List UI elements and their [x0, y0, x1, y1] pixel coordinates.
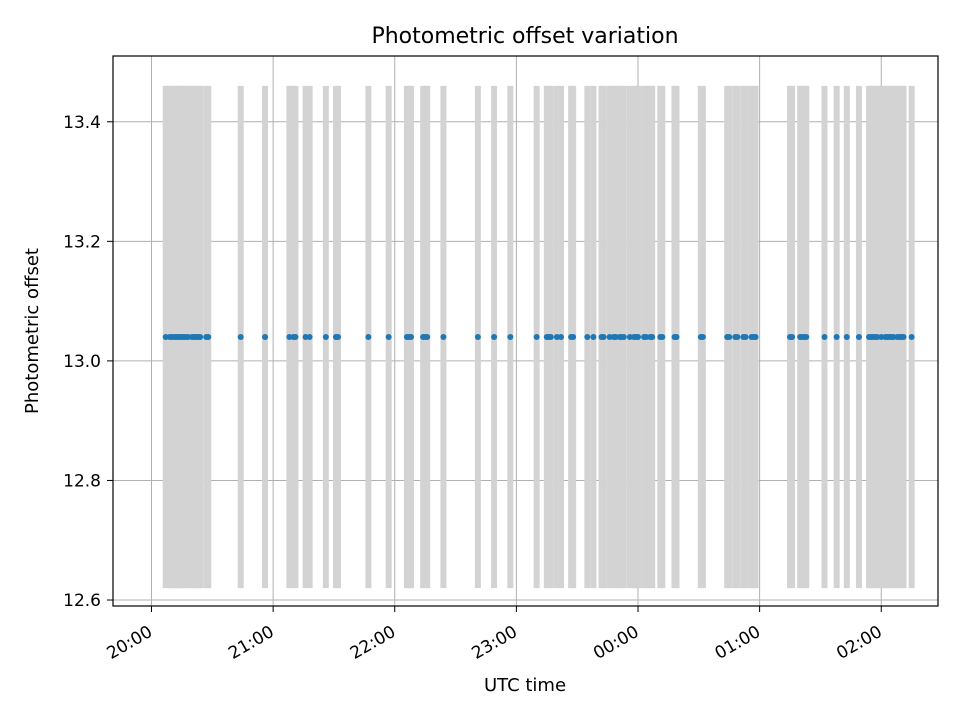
data-point	[407, 333, 414, 340]
chart-title: Photometric offset variation	[371, 24, 678, 49]
data-point	[557, 333, 564, 340]
y-tick-label: 12.6	[63, 591, 101, 611]
data-point	[584, 333, 591, 340]
data-point	[440, 333, 447, 340]
data-point	[507, 333, 514, 340]
data-point	[789, 333, 796, 340]
data-point	[803, 333, 810, 340]
data-point	[673, 333, 680, 340]
data-point	[843, 333, 850, 340]
data-point	[547, 333, 554, 340]
data-point	[197, 333, 204, 340]
data-point	[659, 333, 666, 340]
data-point	[205, 333, 212, 340]
data-point	[649, 333, 656, 340]
data-point	[306, 333, 313, 340]
plot-frame	[112, 55, 939, 607]
data-point	[262, 333, 269, 340]
data-point	[821, 333, 828, 340]
data-point	[322, 333, 329, 340]
data-point	[335, 333, 341, 340]
data-point	[474, 333, 481, 340]
data-point	[620, 333, 627, 340]
data-point	[424, 333, 431, 340]
y-axis-label: Photometric offset	[22, 248, 43, 414]
data-point	[833, 333, 840, 340]
y-tick-label: 12.8	[63, 471, 101, 491]
data-point	[699, 333, 706, 340]
data-point	[365, 333, 372, 340]
x-axis-label: UTC time	[484, 675, 566, 696]
data-points	[162, 333, 915, 340]
data-point	[385, 333, 392, 340]
data-point	[734, 333, 741, 340]
data-point	[237, 333, 244, 340]
y-tick-label: 13.2	[63, 232, 101, 252]
data-point	[292, 333, 299, 340]
data-point	[900, 333, 907, 340]
data-point	[752, 333, 759, 340]
data-point	[635, 333, 641, 340]
data-point	[533, 333, 540, 340]
y-tick-label: 13.0	[63, 352, 101, 372]
data-point	[590, 333, 597, 340]
data-point	[742, 333, 749, 340]
data-point	[908, 333, 915, 340]
data-point	[491, 333, 498, 340]
data-point	[726, 333, 733, 340]
data-point	[570, 333, 577, 340]
y-tick-label: 13.4	[63, 113, 101, 133]
data-point	[600, 333, 607, 340]
data-point	[855, 333, 862, 340]
